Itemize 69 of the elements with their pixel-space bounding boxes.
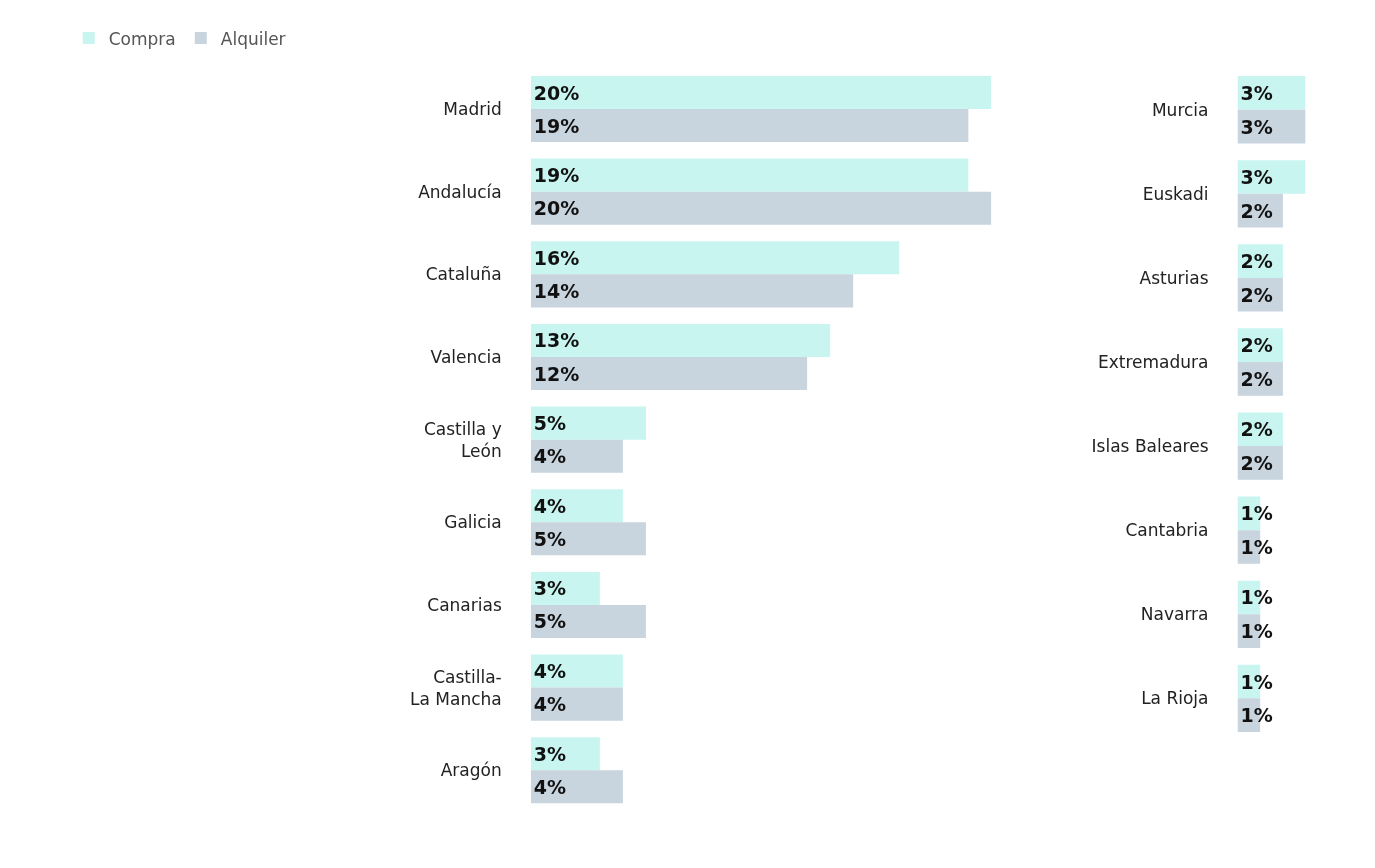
y-tick-label: Canarias: [427, 594, 502, 615]
data-label: 14%: [533, 279, 580, 302]
data-label: 4%: [533, 494, 567, 517]
data-label: 19%: [533, 114, 580, 137]
y-tick-label: Navarra: [1140, 604, 1209, 625]
legend-label: Compra: [108, 28, 176, 49]
data-label: 2%: [1240, 283, 1273, 306]
y-tick-label: Extremadura: [1098, 351, 1209, 372]
bar: [530, 323, 831, 357]
bar: [530, 439, 623, 473]
data-label: 20%: [533, 197, 580, 220]
y-tick-label: Asturias: [1139, 267, 1209, 288]
data-label: 12%: [533, 362, 580, 385]
bar: [530, 654, 623, 688]
bar: [530, 489, 623, 523]
data-label: 3%: [533, 577, 567, 600]
bar: [530, 109, 969, 143]
y-tick-label: Euskadi: [1142, 183, 1209, 204]
bar: [530, 356, 808, 391]
bar: [530, 191, 992, 225]
data-label: 5%: [533, 412, 567, 435]
data-label: 2%: [1240, 334, 1273, 357]
bar: [530, 241, 900, 275]
y-tick-label: Aragón: [440, 760, 502, 781]
y-tick-label: Cantabria: [1125, 520, 1209, 541]
data-label: 5%: [533, 610, 567, 633]
y-tick-label: La Rioja: [1141, 688, 1209, 709]
data-label: 5%: [533, 527, 567, 550]
bar: [530, 158, 969, 192]
data-label: 1%: [1240, 670, 1273, 693]
data-label: 4%: [533, 660, 567, 683]
y-tick-label: Murcia: [1151, 99, 1209, 120]
legend-label: Alquiler: [220, 28, 286, 49]
data-label: 1%: [1240, 586, 1273, 609]
data-label: 4%: [533, 445, 567, 468]
y-tick-label: Valencia: [430, 346, 502, 367]
bar: [530, 604, 646, 638]
data-label: 1%: [1240, 704, 1273, 727]
bar: [530, 75, 992, 110]
y-tick-label: Andalucía: [418, 181, 502, 202]
data-label: 3%: [533, 742, 567, 765]
data-label: 3%: [1240, 81, 1273, 104]
data-label: 2%: [1240, 367, 1273, 390]
y-tick-label: Castilla y León: [423, 418, 502, 461]
data-label: 1%: [1240, 620, 1273, 643]
y-tick-label: Islas Baleares: [1091, 436, 1209, 457]
data-label: 13%: [533, 329, 580, 352]
data-label: 2%: [1240, 250, 1273, 273]
bar: [530, 406, 646, 440]
data-label: 4%: [533, 693, 567, 716]
bar: [530, 274, 854, 308]
data-label: 1%: [1240, 502, 1273, 525]
data-label: 4%: [533, 775, 567, 798]
data-label: 3%: [1240, 115, 1273, 138]
data-label: 2%: [1240, 199, 1273, 222]
data-label: 2%: [1240, 418, 1273, 441]
data-label: 16%: [533, 246, 580, 269]
data-label: 19%: [533, 164, 580, 187]
y-tick-label: Madrid: [443, 98, 502, 119]
y-tick-label: Galicia: [444, 512, 502, 533]
y-tick-label: Castilla-La Mancha: [410, 666, 502, 709]
data-label: 2%: [1240, 451, 1273, 474]
data-label: 20%: [533, 81, 580, 104]
bar: [530, 770, 623, 804]
bar: [530, 522, 646, 556]
data-label: 1%: [1240, 536, 1273, 558]
bar: [530, 687, 623, 721]
data-label: 3%: [1240, 166, 1273, 189]
y-tick-label: Cataluña: [425, 264, 502, 285]
